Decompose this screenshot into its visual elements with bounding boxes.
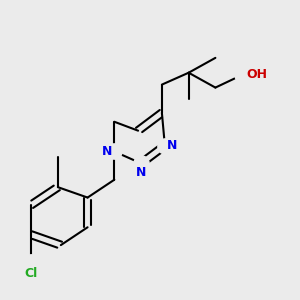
- Text: Cl: Cl: [25, 267, 38, 280]
- Text: OH: OH: [246, 68, 267, 81]
- Text: N: N: [102, 145, 112, 158]
- Text: N: N: [167, 139, 178, 152]
- Text: N: N: [136, 166, 146, 179]
